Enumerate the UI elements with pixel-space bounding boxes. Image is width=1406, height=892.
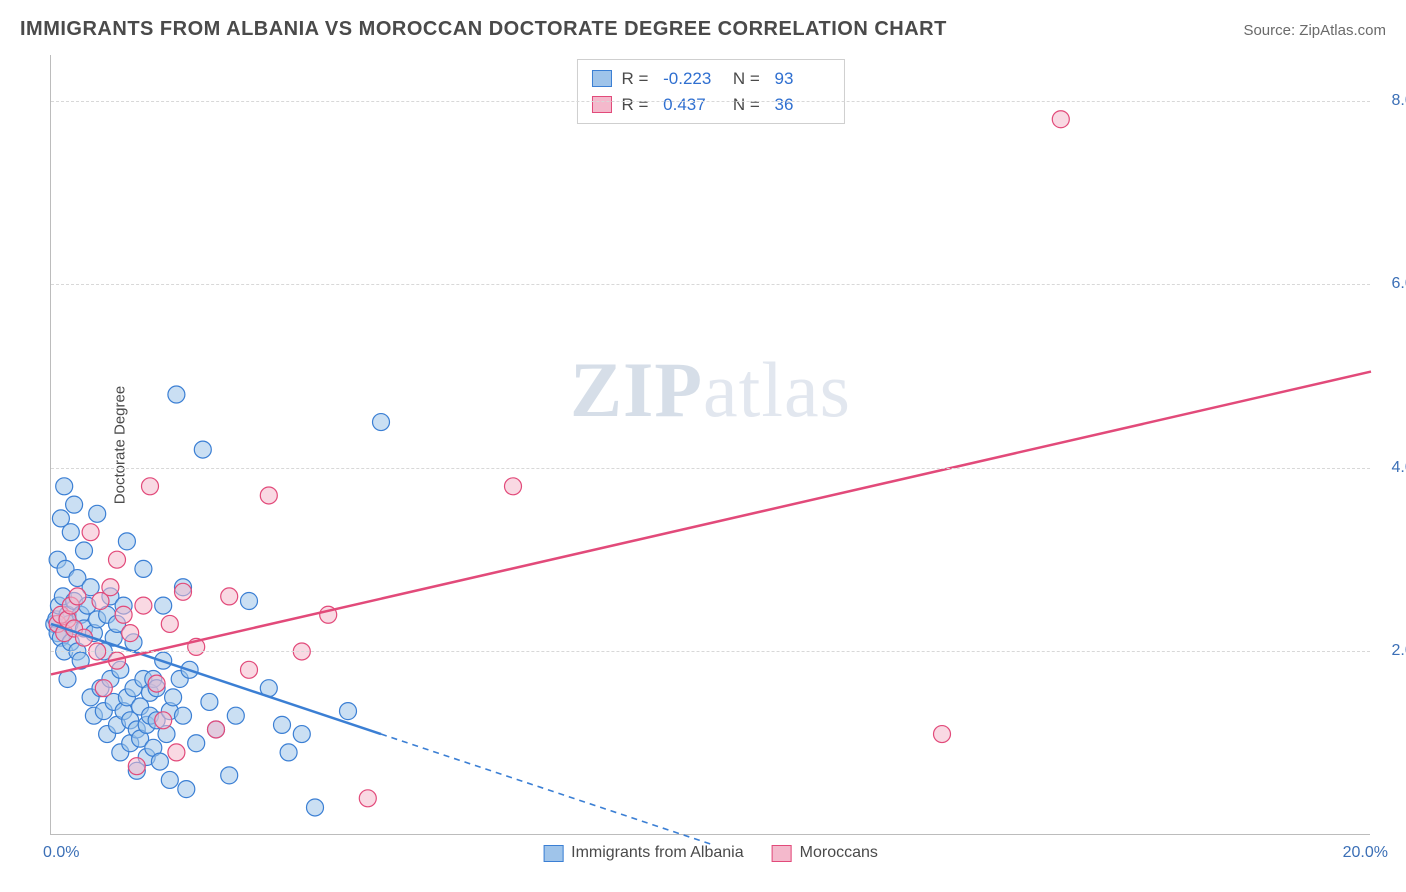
scatter-point	[142, 478, 159, 495]
scatter-point	[359, 790, 376, 807]
scatter-point	[241, 593, 258, 610]
legend-label: Immigrants from Albania	[571, 844, 744, 862]
y-tick-label: 4.0%	[1392, 459, 1406, 477]
y-tick-label: 8.0%	[1392, 92, 1406, 110]
scatter-point	[82, 524, 99, 541]
swatch-moroccans	[772, 845, 792, 862]
scatter-point	[148, 675, 165, 692]
scatter-point	[175, 583, 192, 600]
scatter-point	[161, 771, 178, 788]
scatter-point	[373, 414, 390, 431]
legend-label: Moroccans	[800, 844, 878, 862]
scatter-point	[178, 781, 195, 798]
scatter-point	[122, 625, 139, 642]
scatter-point	[165, 689, 182, 706]
scatter-point	[1052, 111, 1069, 128]
scatter-point	[934, 726, 951, 743]
scatter-point	[307, 799, 324, 816]
scatter-point	[115, 606, 132, 623]
scatter-point	[280, 744, 297, 761]
scatter-point	[241, 661, 258, 678]
scatter-point	[227, 707, 244, 724]
scatter-point	[155, 712, 172, 729]
y-tick-label: 2.0%	[1392, 642, 1406, 660]
scatter-point	[293, 726, 310, 743]
scatter-point	[505, 478, 522, 495]
scatter-point	[221, 588, 238, 605]
legend-item: Moroccans	[772, 844, 878, 862]
scatter-point	[155, 597, 172, 614]
y-tick-label: 6.0%	[1392, 275, 1406, 293]
gridline	[51, 101, 1370, 102]
scatter-point	[109, 551, 126, 568]
scatter-point	[56, 478, 73, 495]
scatter-point	[135, 597, 152, 614]
legend-item: Immigrants from Albania	[543, 844, 744, 862]
x-tick-label: 0.0%	[43, 844, 79, 862]
scatter-point	[76, 542, 93, 559]
scatter-point	[194, 441, 211, 458]
scatter-point	[62, 524, 79, 541]
chart-plot-area: Doctorate Degree ZIPatlas R = -0.223 N =…	[50, 55, 1370, 835]
trend-line-extrapolated	[381, 734, 711, 844]
scatter-point	[208, 721, 225, 738]
scatter-point	[201, 693, 218, 710]
swatch-albania	[543, 845, 563, 862]
scatter-point	[128, 758, 145, 775]
trend-line	[51, 372, 1371, 675]
chart-header: IMMIGRANTS FROM ALBANIA VS MOROCCAN DOCT…	[20, 18, 1386, 41]
scatter-point	[95, 680, 112, 697]
x-tick-label: 20.0%	[1343, 844, 1388, 862]
gridline	[51, 468, 1370, 469]
scatter-point	[118, 533, 135, 550]
gridline	[51, 284, 1370, 285]
scatter-point	[69, 588, 86, 605]
scatter-point	[161, 615, 178, 632]
scatter-point	[66, 496, 83, 513]
scatter-point	[89, 505, 106, 522]
scatter-point	[135, 560, 152, 577]
chart-title: IMMIGRANTS FROM ALBANIA VS MOROCCAN DOCT…	[20, 18, 947, 41]
scatter-point	[168, 386, 185, 403]
scatter-point	[168, 744, 185, 761]
scatter-point	[102, 579, 119, 596]
chart-source: Source: ZipAtlas.com	[1243, 22, 1386, 39]
scatter-point	[260, 487, 277, 504]
scatter-svg	[51, 55, 1370, 834]
scatter-point	[274, 716, 291, 733]
scatter-point	[340, 703, 357, 720]
gridline	[51, 651, 1370, 652]
scatter-point	[221, 767, 238, 784]
scatter-point	[175, 707, 192, 724]
scatter-point	[151, 753, 168, 770]
bottom-legend: Immigrants from Albania Moroccans	[543, 844, 878, 862]
scatter-point	[188, 735, 205, 752]
